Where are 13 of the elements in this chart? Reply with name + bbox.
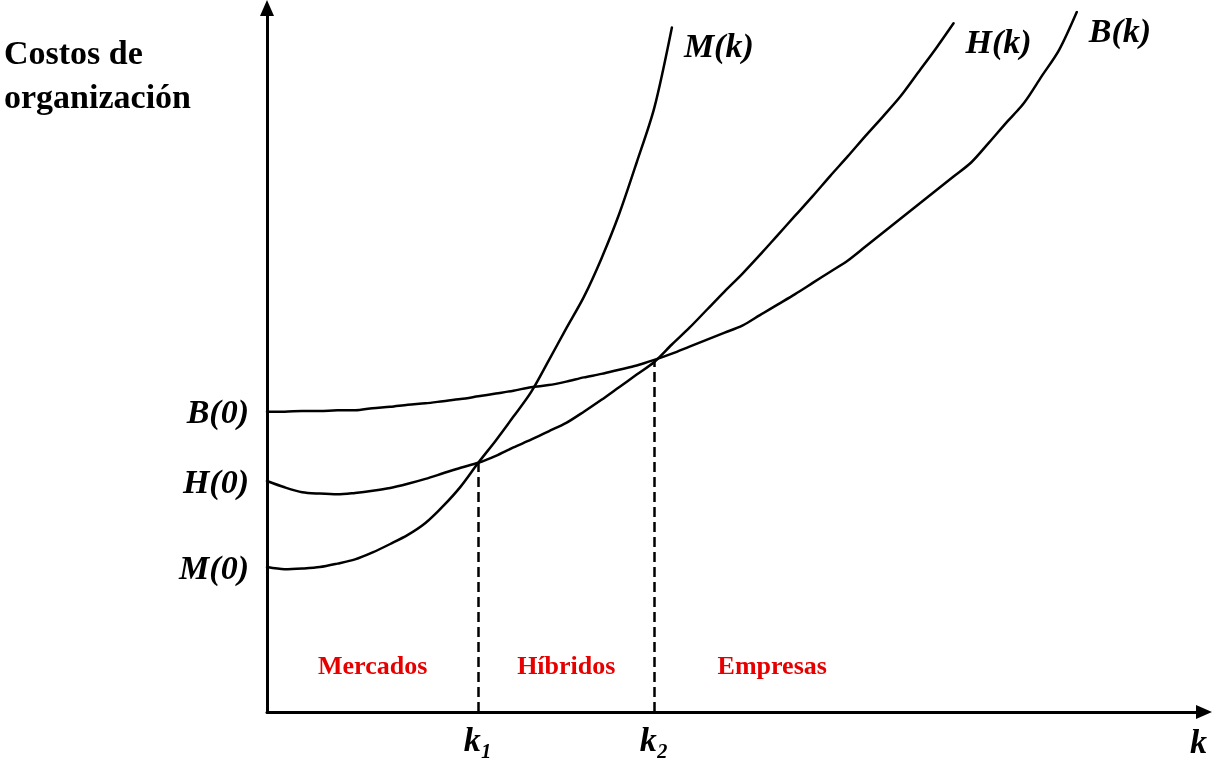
text: M(0) [178, 548, 249, 587]
annotation: Empresas [717, 650, 827, 680]
text: B(0) [185, 393, 249, 432]
x-tick-label: k₂ [639, 720, 669, 758]
y-axis-title: Costos de organización [4, 33, 192, 115]
annotation: Mercados [317, 650, 428, 680]
x-tick-label: k₁ [463, 720, 493, 758]
text: H(0) [181, 462, 249, 501]
x-axis-title: k [1190, 722, 1207, 760]
series-label: M(k) [682, 26, 754, 65]
series-label: B(k) [1087, 11, 1152, 50]
annotation: Híbridos [517, 650, 616, 680]
series-label: H(k) [964, 22, 1032, 61]
